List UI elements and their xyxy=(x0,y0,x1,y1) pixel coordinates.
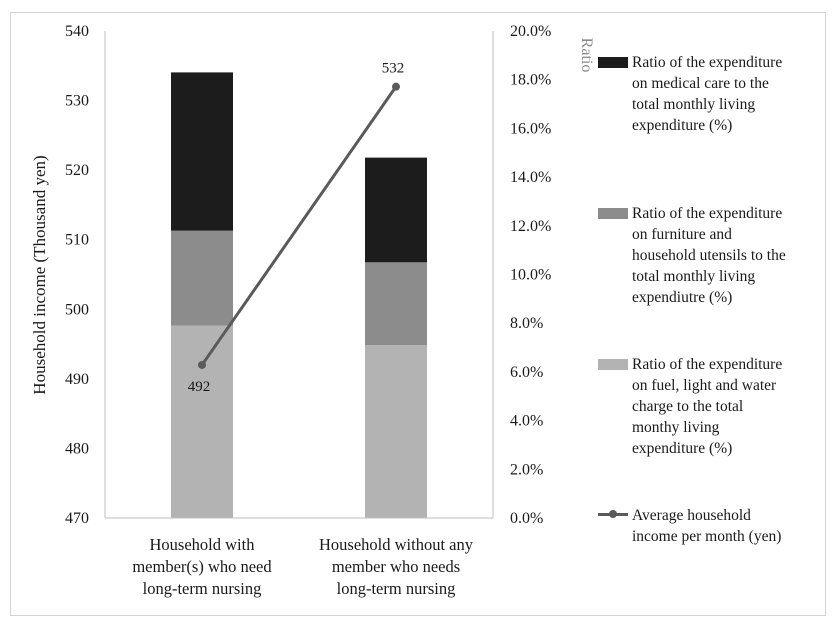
left-tick-label: 480 xyxy=(65,440,89,457)
right-tick-label: 14.0% xyxy=(510,169,551,186)
bar-2-segment-1 xyxy=(365,345,427,518)
bar-2-segment-2 xyxy=(365,262,427,346)
left-tick-label: 470 xyxy=(65,510,89,527)
legend-dot-swatch xyxy=(609,510,617,518)
right-tick-label: 0.0% xyxy=(510,510,543,527)
axes-group xyxy=(104,31,494,519)
bar-2-segment-3 xyxy=(365,157,427,263)
income-line xyxy=(200,85,398,367)
income-point-1 xyxy=(198,360,206,369)
legend-label: Ratio of the expenditure on fuel, light a… xyxy=(632,356,783,457)
bar-1-segment-1 xyxy=(171,325,233,518)
income-line-group: 492 532 xyxy=(188,61,405,395)
legend-label: Ratio of the expenditure on furniture and… xyxy=(632,205,786,306)
legend-label: Average household income per month (yen) xyxy=(632,507,782,545)
right-tick-label: 12.0% xyxy=(510,218,551,235)
category-label-line: member(s) who need xyxy=(132,557,272,576)
right-tick-label: 2.0% xyxy=(510,461,543,478)
bar-1-segment-3 xyxy=(171,72,233,231)
legend-swatch xyxy=(598,208,628,219)
left-tick-label: 490 xyxy=(65,371,89,388)
right-tick-label: 16.0% xyxy=(510,120,551,137)
legend-swatch xyxy=(598,359,628,370)
category-labels: Household with member(s) who need long-ter… xyxy=(132,535,473,598)
category-label-line: Household with xyxy=(150,535,256,554)
category-label-line: member who needs xyxy=(332,557,460,576)
right-tick-label: 4.0% xyxy=(510,413,543,430)
right-tick-label: 10.0% xyxy=(510,267,551,284)
right-tick-label: 18.0% xyxy=(510,72,551,89)
right-axis-title: Ratio xyxy=(578,38,595,73)
left-tick-label: 540 xyxy=(65,23,89,40)
right-tick-label: 8.0% xyxy=(510,315,543,332)
data-label-2: 532 xyxy=(382,61,405,77)
legend-swatch xyxy=(598,57,628,68)
left-tick-label: 510 xyxy=(65,232,89,249)
category-label-line: Household without any xyxy=(319,535,474,554)
left-tick-label: 530 xyxy=(65,93,89,110)
category-label-line: long-term nursing xyxy=(143,579,262,598)
bar-1-segment-2 xyxy=(171,230,233,326)
right-tick-label: 20.0% xyxy=(510,23,551,40)
left-axis-title: Household income (Thousand yen) xyxy=(30,155,49,394)
chart-frame xyxy=(10,12,826,616)
category-label-2: Household without any member who needs lon… xyxy=(319,535,474,598)
left-tick-label: 500 xyxy=(65,301,89,318)
right-axis-ticks: 0.0% 2.0% 4.0% 6.0% 8.0% 10.0% 12.0% 14.0% 16.0%… xyxy=(510,23,551,527)
left-axis-ticks: 470 480 490 500 510 520 530 540 xyxy=(65,23,89,527)
data-label-1: 492 xyxy=(188,379,211,395)
left-tick-label: 520 xyxy=(65,162,89,179)
bar-group xyxy=(171,72,427,518)
category-label-line: long-term nursing xyxy=(337,579,456,598)
income-point-2 xyxy=(392,82,400,91)
legend-label: Ratio of the expenditure on medical care … xyxy=(632,54,783,134)
category-label-1: Household with member(s) who need long-ter… xyxy=(132,535,272,598)
right-tick-label: 6.0% xyxy=(510,364,543,381)
